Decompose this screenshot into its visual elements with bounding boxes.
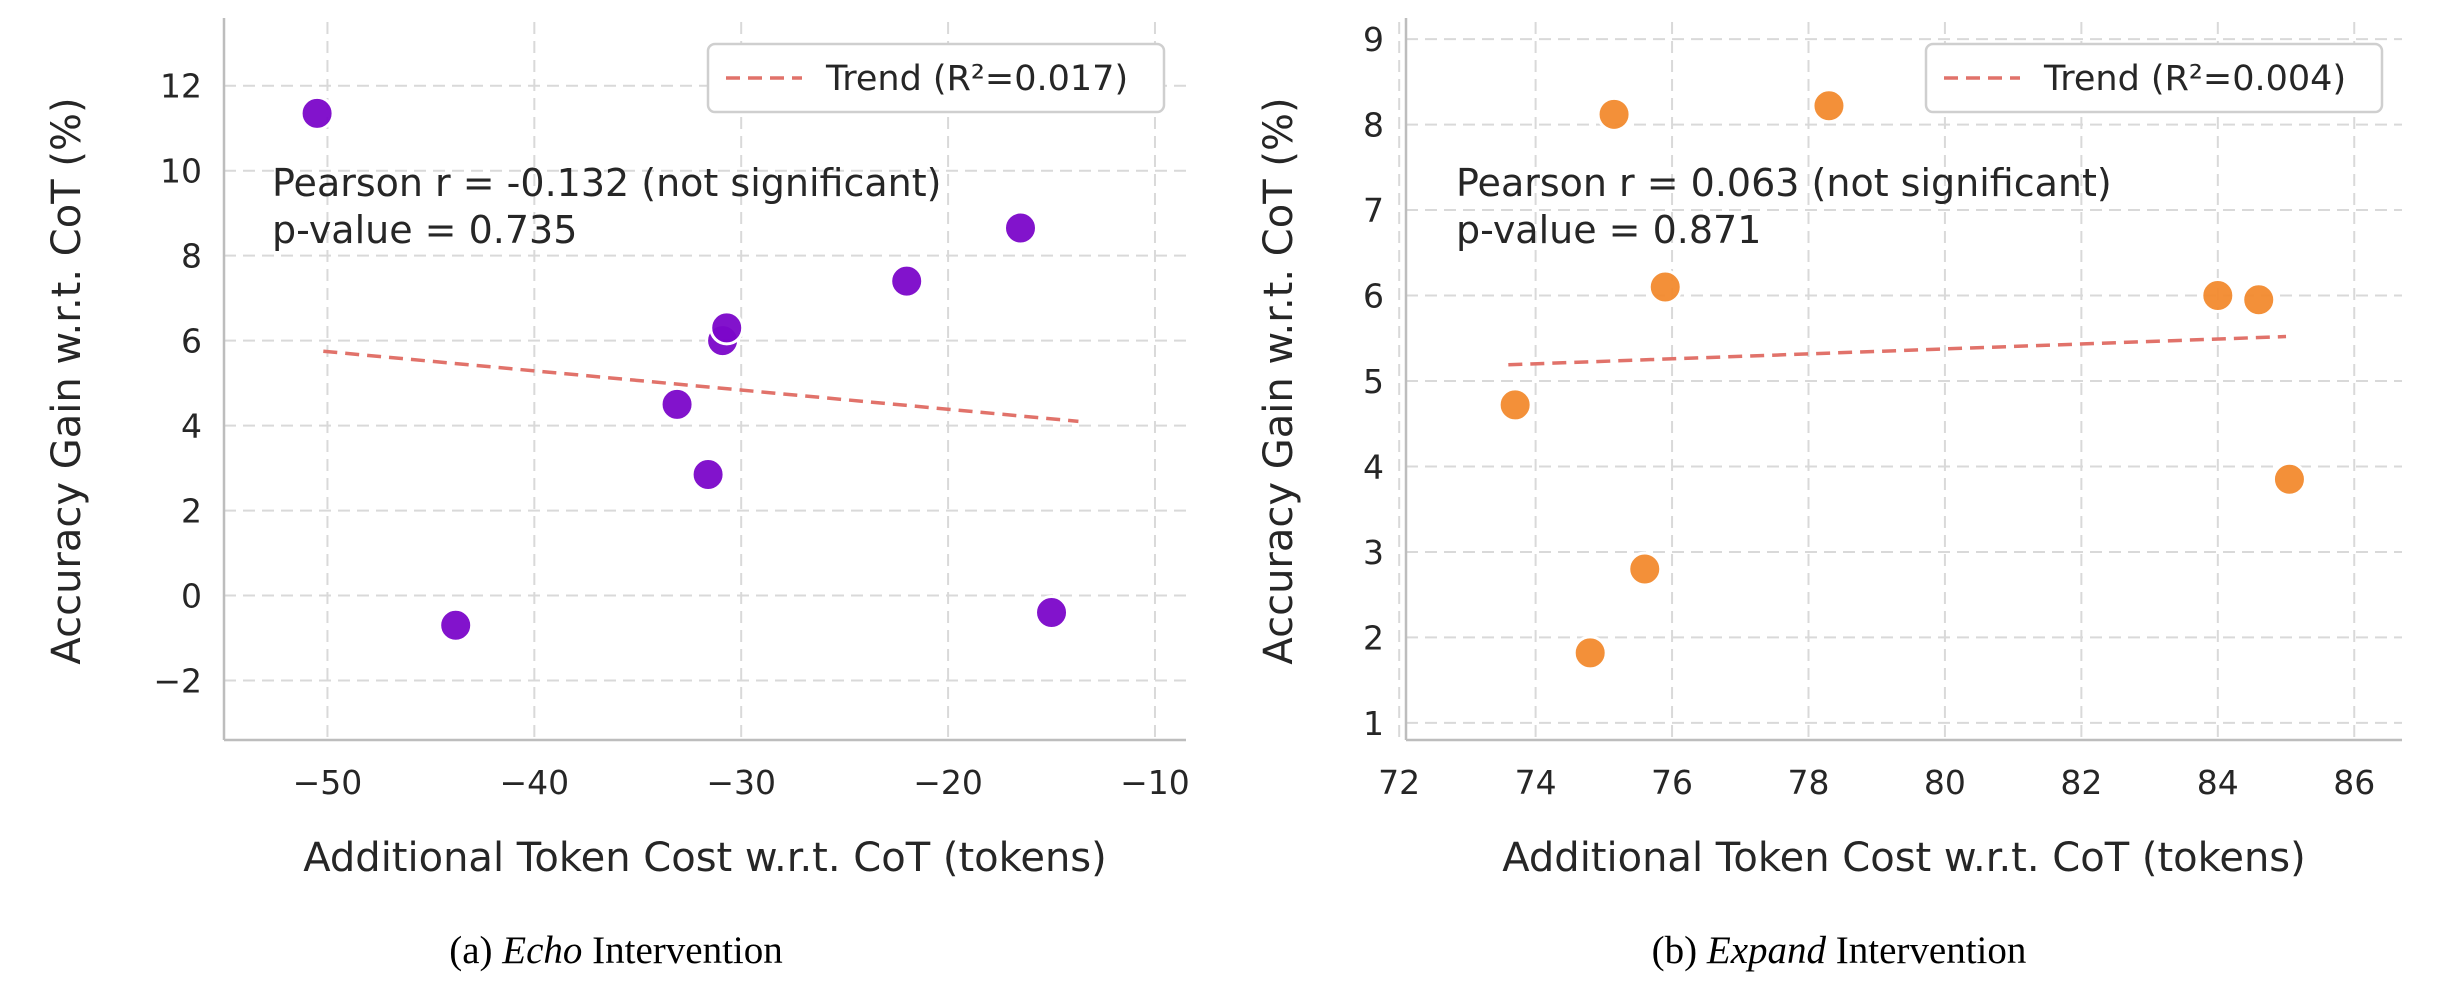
x-axis-label: Additional Token Cost w.r.t. CoT (tokens… (303, 835, 1107, 881)
y-tick-label: −2 (153, 662, 202, 701)
stats-annotation: Pearson r = -0.132 (not significant) (272, 161, 941, 205)
x-tick-label: 74 (1515, 763, 1557, 802)
x-tick-label: −50 (293, 763, 363, 802)
y-tick-label: 5 (1363, 362, 1384, 401)
data-point (2271, 461, 2307, 497)
data-point (1647, 269, 1683, 305)
data-point (1002, 210, 1038, 246)
legend: Trend (R²=0.004) (1924, 42, 2384, 114)
x-tick-label: 72 (1378, 763, 1420, 802)
data-point (1034, 595, 1070, 631)
legend-label: Trend (R²=0.017) (825, 59, 1128, 99)
data-point (889, 263, 925, 299)
x-tick-label: 76 (1651, 763, 1693, 802)
y-tick-label: 8 (1363, 106, 1384, 145)
y-tick-label: 3 (1363, 533, 1384, 572)
data-point (2241, 282, 2277, 318)
legend: Trend (R²=0.017) (706, 42, 1166, 114)
data-point (2200, 278, 2236, 314)
y-axis-label: Accuracy Gain w.r.t. CoT (%) (1256, 97, 1302, 664)
data-point (709, 310, 745, 346)
legend-frame (1924, 42, 2384, 114)
x-tick-label: 86 (2333, 763, 2375, 802)
data-point (1497, 387, 1533, 423)
y-tick-label: 6 (181, 322, 202, 361)
caption-a-prefix: (a) (449, 929, 503, 972)
y-tick-label: 4 (1363, 447, 1384, 486)
y-tick-label: 7 (1363, 191, 1384, 230)
data-point (659, 386, 695, 422)
trend-line (323, 349, 1079, 424)
data-point (1596, 96, 1632, 132)
caption-a: (a) Echo Intervention (449, 928, 783, 973)
stats-annotation: p-value = 0.735 (272, 208, 577, 252)
caption-a-name: Echo (502, 929, 583, 972)
x-tick-label: −20 (913, 763, 983, 802)
y-tick-label: 4 (181, 407, 202, 446)
legend-label: Trend (R²=0.004) (2043, 59, 2346, 99)
y-axis-label: Accuracy Gain w.r.t. CoT (%) (44, 97, 90, 664)
x-axis-label: Additional Token Cost w.r.t. CoT (tokens… (1502, 835, 2306, 881)
y-tick-label: 2 (1363, 618, 1384, 657)
y-tick-label: 10 (160, 152, 202, 191)
x-tick-label: −30 (706, 763, 776, 802)
caption-b-name: Expand (1706, 929, 1827, 972)
data-point (1811, 88, 1847, 124)
legend-frame (706, 42, 1166, 114)
x-tick-label: 84 (2197, 763, 2239, 802)
data-point (299, 95, 335, 131)
y-tick-label: 0 (181, 577, 202, 616)
data-point (1572, 635, 1608, 671)
y-tick-label: 2 (181, 492, 202, 531)
stats-annotation: Pearson r = 0.063 (not significant) (1456, 161, 2112, 205)
x-tick-label: 82 (2060, 763, 2102, 802)
x-tick-label: 78 (1787, 763, 1829, 802)
caption-a-suffix: Intervention (582, 929, 783, 972)
x-tick-label: −40 (499, 763, 569, 802)
y-tick-label: 8 (181, 237, 202, 276)
data-point (1627, 551, 1663, 587)
y-tick-label: 9 (1363, 20, 1384, 59)
y-tick-label: 1 (1363, 704, 1384, 743)
y-tick-label: 6 (1363, 277, 1384, 316)
stats-annotation: p-value = 0.871 (1456, 208, 1761, 252)
trend-line (1508, 334, 2287, 367)
data-point (438, 607, 474, 643)
x-tick-label: 80 (1924, 763, 1966, 802)
x-tick-label: −10 (1120, 763, 1190, 802)
caption-b: (b) Expand Intervention (1652, 928, 2027, 973)
caption-b-suffix: Intervention (1826, 929, 2027, 972)
caption-b-prefix: (b) (1651, 929, 1707, 972)
data-point (690, 456, 726, 492)
y-tick-label: 12 (160, 67, 202, 106)
